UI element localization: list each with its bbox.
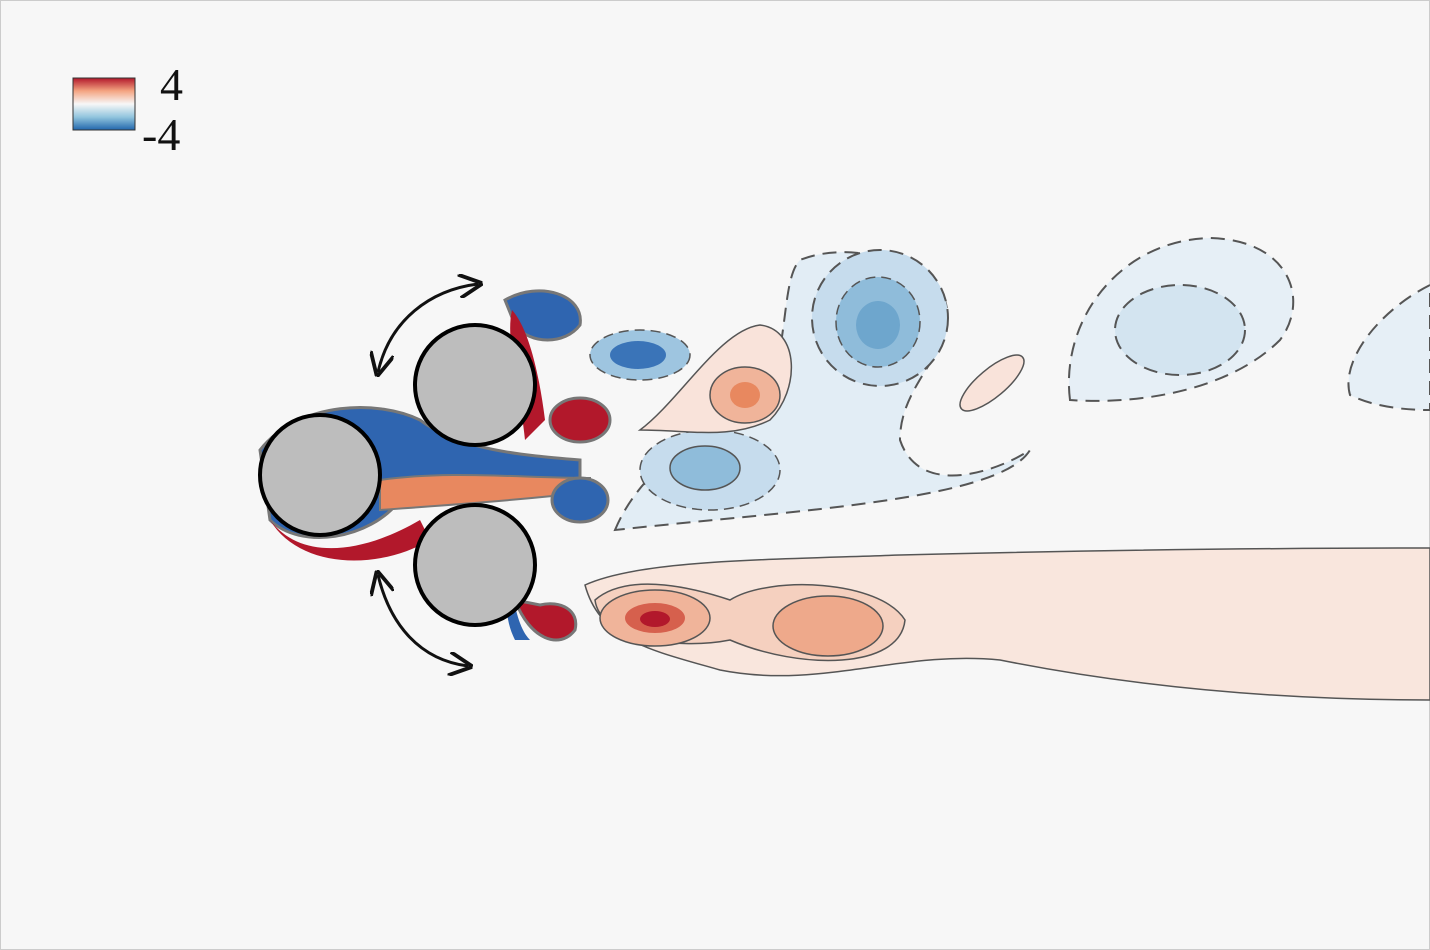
colorbar-min-label: -4	[142, 109, 180, 160]
rotation-arrows	[378, 284, 478, 666]
colorbar-max-label: 4	[160, 59, 183, 110]
colorbar	[72, 77, 136, 131]
